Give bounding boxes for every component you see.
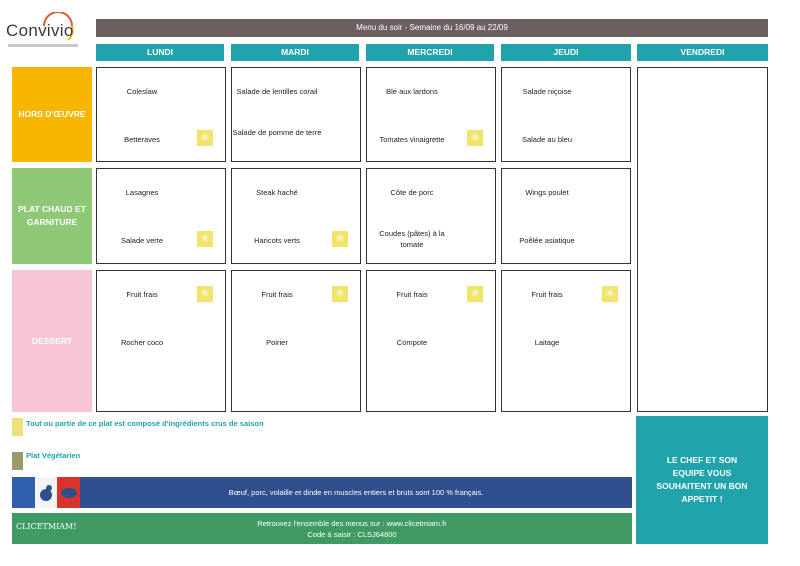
seasonal-legend-text: Tout ou partie de ce plat est composé d'… [26, 419, 264, 428]
dish: Lasagnes [125, 188, 159, 197]
dish: Salade verte [120, 236, 164, 245]
day-header-vendredi: VENDREDI [637, 44, 768, 61]
logo-tagline [8, 44, 78, 47]
menu-cell-mardi-hors-doeuvre: Salade de lentilles corail Salade de pom… [231, 67, 361, 162]
page-title: Menu du soir - Semaine du 16/09 au 22/09 [96, 19, 768, 37]
menu-cell-jeudi-dessert: Fruit frais Laitage [501, 270, 631, 412]
menu-cell-lundi-hors-doeuvre: Coleslaw Betteraves [96, 67, 226, 162]
pig-icon [60, 488, 77, 498]
dish: Salade de pomme de terre [232, 128, 322, 137]
menu-cell-lundi-dessert: Fruit frais Rocher coco [96, 270, 226, 412]
dish: Rocher coco [120, 338, 164, 347]
menu-cell-mardi-plat: Steak haché Haricots verts [231, 168, 361, 264]
farewell-text: LE CHEF ET SON EQUIPE VOUS SOUHAITENT UN… [656, 455, 748, 504]
day-header-mercredi: MERCREDI [366, 44, 494, 61]
chicken-icon [40, 485, 52, 501]
row-header-hors-doeuvre: HORS D'ŒUVRE [12, 67, 92, 162]
day-header-jeudi: JEUDI [501, 44, 631, 61]
dish: Wings poulet [525, 188, 569, 197]
website-code: Code à saisir : CLSJ64800 [307, 530, 397, 539]
menu-cell-mardi-dessert: Fruit frais Poirier [231, 270, 361, 412]
dish: Fruit frais [126, 290, 158, 299]
dish: Steak haché [256, 188, 298, 197]
dish: Poirier [266, 338, 288, 347]
dish: Salade niçoise [522, 87, 572, 96]
menu-cell-mercredi-plat: Côte de porc Coudes (pâtes) à la tomate [366, 168, 496, 264]
day-header-lundi: LUNDI [96, 44, 224, 61]
seasonal-icon [467, 130, 483, 146]
menu-cell-mercredi-hors-doeuvre: Blé aux lardons Tomates vinaigrette [366, 67, 496, 162]
seasonal-icon [467, 286, 483, 302]
menu-cell-vendredi [637, 67, 768, 412]
dish: Salade au bleu [521, 135, 573, 144]
convivio-logo: Convivio [4, 12, 94, 52]
dish: Haricots verts [254, 236, 300, 245]
dish: Fruit frais [261, 290, 293, 299]
dish: Betteraves [124, 135, 160, 144]
seasonal-icon [332, 231, 348, 247]
dish: Coleslaw [126, 87, 158, 96]
french-flag-icon [12, 477, 81, 508]
dish: Côte de porc [390, 188, 434, 197]
dish: Compote [396, 338, 428, 347]
row-header-dessert: DESSERT [12, 270, 92, 412]
farewell-message: LE CHEF ET SON EQUIPE VOUS SOUHAITENT UN… [636, 416, 768, 544]
dish: Fruit frais [396, 290, 428, 299]
day-header-mardi: MARDI [231, 44, 359, 61]
vegetarian-legend-icon [12, 452, 23, 470]
dish: Laitage [534, 338, 560, 347]
dish: Tomates vinaigrette [379, 135, 445, 144]
seasonal-icon [197, 130, 213, 146]
logo-arc-icon [43, 12, 74, 41]
website-band: CLICETMIAM! Retrouvez l'ensemble des men… [12, 513, 632, 544]
menu-cell-mercredi-dessert: Fruit frais Compote [366, 270, 496, 412]
seasonal-icon [602, 286, 618, 302]
menu-cell-jeudi-hors-doeuvre: Salade niçoise Salade au bleu [501, 67, 631, 162]
dish: Coudes (pâtes) à la tomate [379, 229, 445, 249]
logo-text: Convivio [6, 21, 74, 40]
menu-cell-lundi-plat: Lasagnes Salade verte [96, 168, 226, 264]
clicetmiam-logo: CLICETMIAM! [16, 522, 77, 531]
dish: Blé aux lardons [386, 87, 438, 96]
origin-text: Bœuf, porc, volaille et dinde en muscles… [228, 488, 484, 497]
seasonal-icon [332, 286, 348, 302]
seasonal-icon [197, 286, 213, 302]
origin-band: Bœuf, porc, volaille et dinde en muscles… [12, 477, 632, 508]
dish: Fruit frais [531, 290, 563, 299]
row-header-plat: PLAT CHAUD ET GARNITURE [12, 168, 92, 264]
website-text: Retrouvez l'ensemble des menus sur : www… [257, 519, 447, 528]
dish: Salade de lentilles corail [236, 87, 318, 96]
dish: Poêlée asiatique [519, 236, 575, 245]
seasonal-legend-icon [12, 418, 23, 436]
vegetarian-legend-text: Plat Végétarien [26, 451, 81, 460]
seasonal-icon [197, 231, 213, 247]
menu-cell-jeudi-plat: Wings poulet Poêlée asiatique [501, 168, 631, 264]
